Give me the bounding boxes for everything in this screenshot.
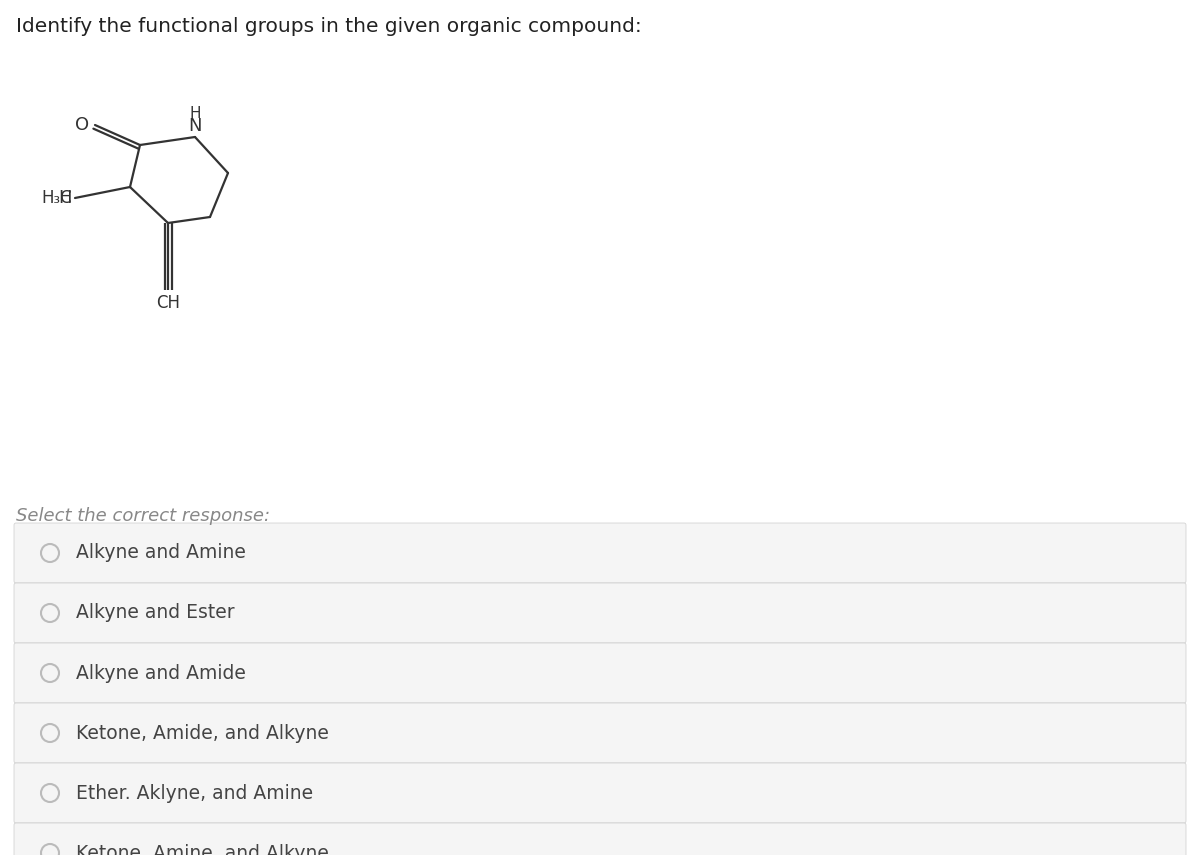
FancyBboxPatch shape	[14, 763, 1186, 823]
Text: O: O	[74, 116, 89, 134]
Text: Alkyne and Ester: Alkyne and Ester	[76, 604, 235, 622]
Text: Alkyne and Amine: Alkyne and Amine	[76, 544, 246, 563]
FancyBboxPatch shape	[14, 823, 1186, 855]
Text: Ketone, Amide, and Alkyne: Ketone, Amide, and Alkyne	[76, 723, 329, 742]
Text: CH: CH	[156, 294, 180, 312]
Text: Ketone, Amine, and Alkyne: Ketone, Amine, and Alkyne	[76, 844, 329, 855]
FancyBboxPatch shape	[14, 703, 1186, 763]
Text: Alkyne and Amide: Alkyne and Amide	[76, 663, 246, 682]
Text: Identify the functional groups in the given organic compound:: Identify the functional groups in the gi…	[16, 17, 642, 36]
Text: H₃C: H₃C	[41, 189, 72, 207]
Text: Ether. Aklyne, and Amine: Ether. Aklyne, and Amine	[76, 783, 313, 803]
Text: H: H	[59, 189, 72, 207]
FancyBboxPatch shape	[14, 523, 1186, 583]
FancyBboxPatch shape	[14, 583, 1186, 643]
Text: Select the correct response:: Select the correct response:	[16, 507, 270, 525]
FancyBboxPatch shape	[14, 643, 1186, 703]
Text: H: H	[190, 106, 200, 121]
Text: N: N	[188, 117, 202, 135]
